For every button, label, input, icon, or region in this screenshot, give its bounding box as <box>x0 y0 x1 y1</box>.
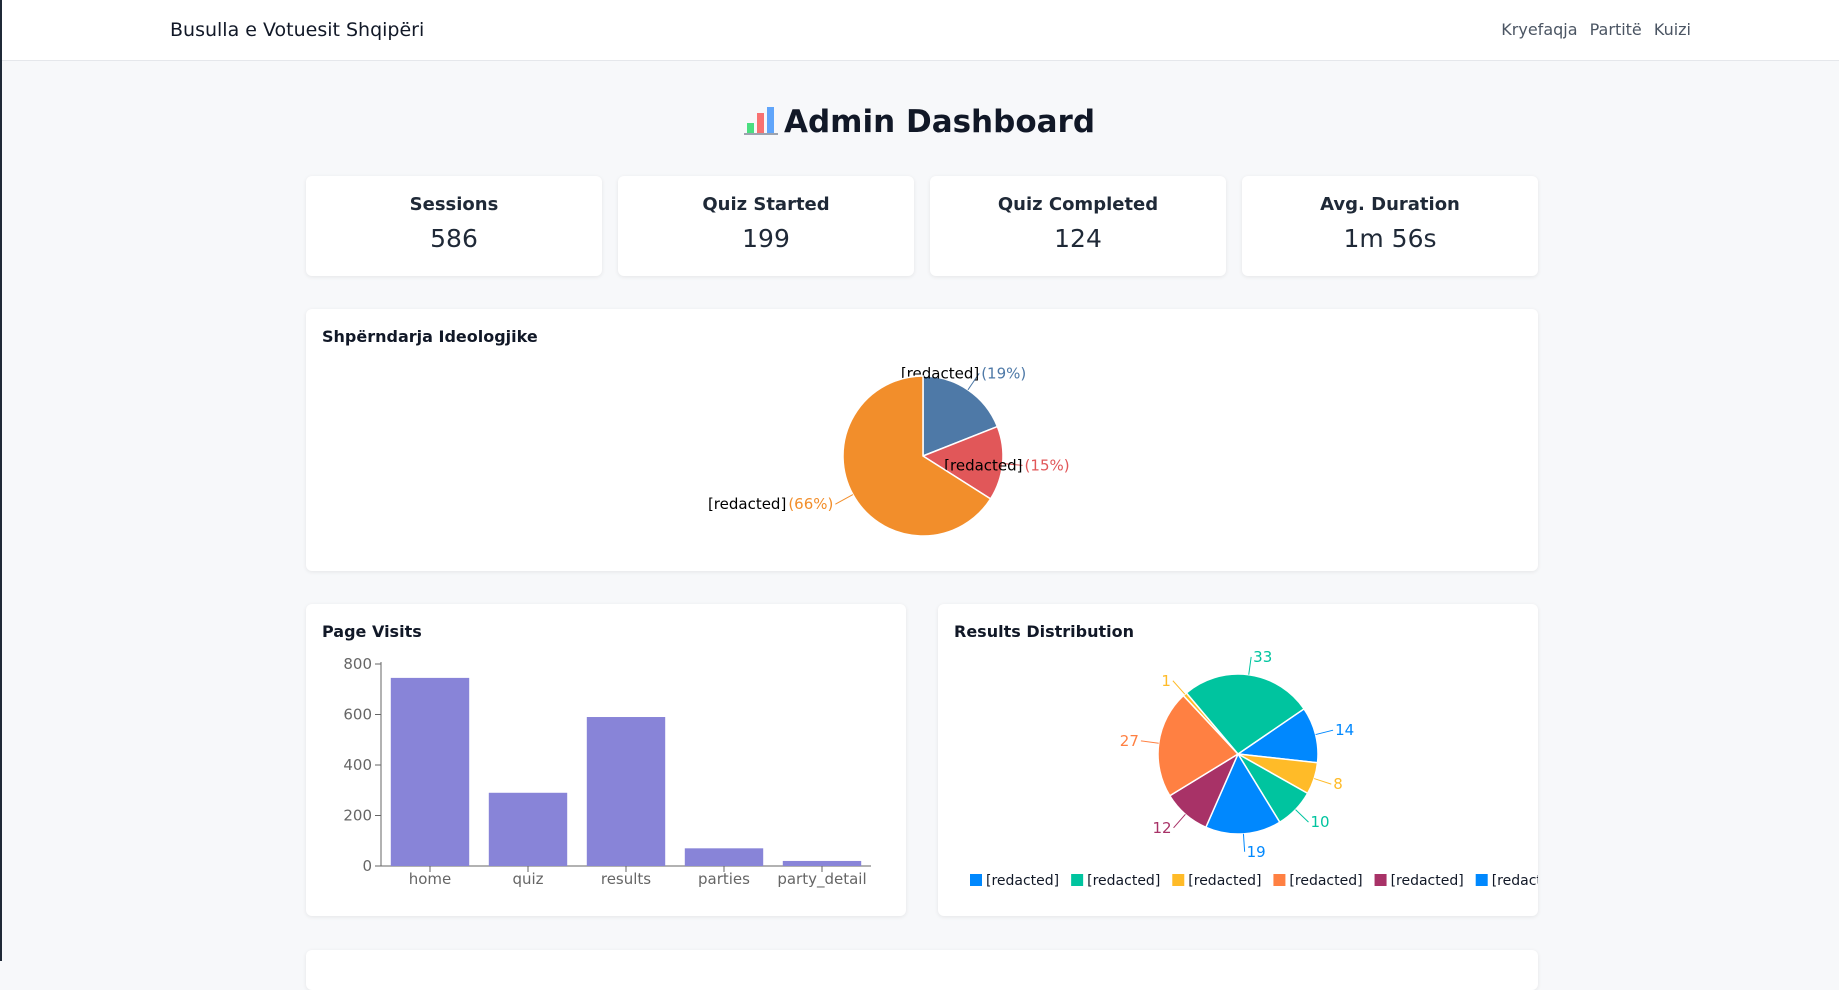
results-slice <box>1204 752 1281 835</box>
results-value-label: 14 <box>1335 721 1354 739</box>
results-value-label: 33 <box>1253 648 1272 666</box>
page-visits-bar-chart: 0 200 400 600 800 home quiz results parties party… <box>343 655 871 889</box>
results-pie-chart: 14 8 10 19 12 27 1 33 [redacted] [redacted] [redac… <box>970 648 1767 889</box>
page-title-text: Admin Dashboard <box>783 104 1096 140</box>
legend-swatch <box>1475 874 1488 886</box>
results-distribution-title: Results Distribution <box>954 622 1134 641</box>
legend-swatch <box>1172 874 1185 886</box>
ideology-label-line <box>835 494 854 505</box>
results-label-line <box>1313 778 1332 785</box>
x-tick-label: results <box>601 870 651 888</box>
bar-home <box>390 677 470 866</box>
legend-label: [redacted] <box>1188 873 1261 889</box>
stat-value: 199 <box>742 224 790 253</box>
bar-party_detail <box>782 860 862 866</box>
ideology-percent-label: (15%) <box>1025 456 1070 474</box>
x-tick-label: quiz <box>512 870 543 888</box>
legend-swatch <box>1273 874 1286 886</box>
stat-label: Sessions <box>409 194 499 215</box>
nav-link-home[interactable]: Kryefaqja <box>1501 20 1578 39</box>
bar-chart-emoji-icon <box>743 105 778 135</box>
results-slice <box>1157 694 1240 797</box>
ideology-label-line <box>1002 463 1023 466</box>
ideology-category-label: [redacted] <box>944 456 1022 474</box>
results-label-line <box>1173 813 1186 829</box>
results-distribution-card: Results Distribution 14 8 10 19 12 27 1 33 [reda… <box>938 604 1767 916</box>
results-value-label: 12 <box>1152 819 1171 837</box>
results-label-line <box>1248 656 1252 675</box>
bar-parties <box>684 848 764 866</box>
bar-results <box>586 717 666 866</box>
results-label-line <box>1140 740 1159 744</box>
nav-links: Kryefaqja Partitë Kuizi <box>1494 0 1691 60</box>
stat-label: Avg. Duration <box>1320 194 1460 215</box>
results-label-line <box>1242 833 1246 852</box>
stat-label: Quiz Completed <box>997 194 1159 215</box>
y-tick-label: 200 <box>343 807 372 825</box>
page-title: Admin Dashboard <box>0 104 1839 140</box>
ideology-pie-chart: (19%)[redacted](15%)[redacted](66%)[reda… <box>708 364 1070 537</box>
nav-link-quiz[interactable]: Kuizi <box>1653 20 1691 39</box>
x-tick-label: party_detail <box>777 870 866 889</box>
x-tick-label: home <box>409 870 452 888</box>
nav-link-parties[interactable]: Partitë <box>1589 20 1642 39</box>
stat-card-avg-duration: Avg. Duration 1m 56s <box>1242 176 1538 276</box>
results-label-line <box>1295 809 1309 823</box>
y-tick-label: 800 <box>343 655 372 673</box>
stat-value: 586 <box>430 224 478 253</box>
results-value-label: 10 <box>1310 813 1329 831</box>
y-tick-label: 600 <box>343 706 372 724</box>
x-tick-label: parties <box>698 870 750 888</box>
ideology-slice <box>921 425 1004 500</box>
results-value-label: 27 <box>1120 732 1139 750</box>
legend-label: [redacted] <box>1289 873 1362 889</box>
ideology-category-label: [redacted] <box>708 495 786 513</box>
bar-quiz <box>488 792 568 866</box>
stat-card-sessions: Sessions 586 <box>306 176 602 276</box>
legend-label: [redacted] <box>1087 873 1160 889</box>
ideology-slice <box>842 375 992 537</box>
stat-card-quiz-started: Quiz Started 199 <box>618 176 914 276</box>
legend-label: [redacted] <box>1391 873 1464 889</box>
results-label-line <box>1315 729 1334 736</box>
stat-value: 1m 56s <box>1343 224 1437 253</box>
results-slice <box>1185 673 1306 756</box>
legend-swatch <box>1071 874 1084 886</box>
stat-card-quiz-completed: Quiz Completed 124 <box>930 176 1226 276</box>
results-label-line <box>1172 680 1186 695</box>
stat-label: Quiz Started <box>702 194 830 215</box>
legend-swatch <box>970 874 982 886</box>
stat-value: 124 <box>1054 224 1102 253</box>
ideology-percent-label: (66%) <box>788 495 833 513</box>
ideology-slice <box>922 375 999 458</box>
legend-swatch <box>1374 874 1387 886</box>
legend-label: [redacted] <box>1492 873 1538 889</box>
ideology-card: Shpërndarja Ideologjike (19%) [redacted](… <box>306 309 1538 571</box>
legend-label: [redacted] <box>986 873 1059 889</box>
ideology-percent-label: (19%) <box>981 364 1026 382</box>
y-tick-label: 400 <box>343 756 372 774</box>
results-value-label: 19 <box>1247 843 1266 861</box>
top-navbar: Busulla e Votuesit Shqipëri Kryefaqja Pa… <box>2 0 1839 61</box>
next-card-partial <box>306 950 1538 990</box>
window-edge <box>0 0 2 961</box>
ideology-label-line <box>967 373 980 391</box>
brand-link[interactable]: Busulla e Votuesit Shqipëri <box>170 19 425 41</box>
results-value-label: 1 <box>1161 672 1171 690</box>
page-visits-card: Page Visits 0 200 400 600 800 home quiz results… <box>306 604 906 916</box>
ideology-title: Shpërndarja Ideologjike <box>322 327 538 346</box>
y-tick-label: 0 <box>362 857 372 875</box>
page-visits-title: Page Visits <box>322 622 422 641</box>
results-value-label: 8 <box>1333 775 1343 793</box>
